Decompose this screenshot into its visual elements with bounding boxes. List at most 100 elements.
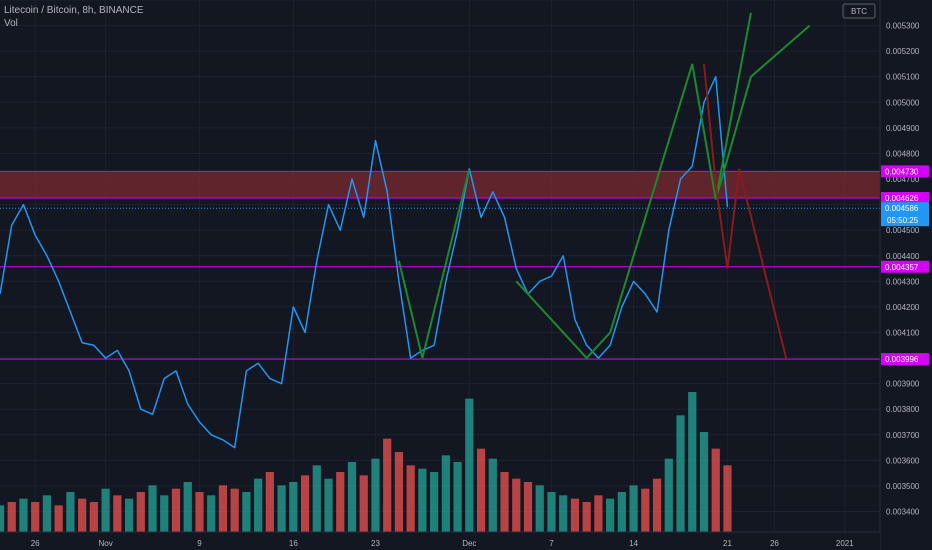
volume-bar	[124, 498, 134, 532]
symbol-title[interactable]: Litecoin / Bitcoin, 8h, BINANCE	[4, 5, 144, 16]
price-tick-label: 0.004700	[886, 175, 920, 184]
volume-bar	[512, 478, 521, 532]
time-tick-label: Nov	[98, 539, 112, 548]
price-tick-label: 0.004300	[886, 277, 920, 286]
time-axis-background	[0, 532, 880, 550]
volume-bar	[676, 415, 685, 532]
volume-bar	[383, 438, 392, 532]
volume-bar	[371, 458, 380, 532]
volume-bar	[336, 472, 345, 532]
volume-bar	[183, 482, 192, 532]
time-tick-label: 7	[549, 539, 554, 548]
price-tick-label: 0.005000	[886, 98, 920, 107]
volume-bar	[453, 462, 462, 532]
pattern-down-line	[738, 168, 788, 359]
time-tick-label: 21	[723, 539, 732, 548]
price-tick-label: 0.003800	[886, 405, 920, 414]
volume-bar	[312, 465, 321, 532]
price-line	[0, 75, 729, 449]
volume-bar	[606, 498, 615, 532]
time-tick-label: 2021	[836, 539, 854, 548]
bar-countdown-label: 05:50:25	[887, 216, 919, 225]
pattern-drawings	[397, 12, 811, 360]
volume-bar	[629, 485, 638, 532]
volume-bar	[54, 505, 63, 532]
level-badge	[881, 260, 929, 273]
volume-bar	[19, 498, 28, 532]
price-tick-label: 0.004800	[886, 149, 920, 158]
volume-bar	[0, 505, 5, 532]
volume-bar	[89, 502, 98, 532]
volume-bar	[406, 465, 415, 532]
volume-bar	[347, 462, 357, 532]
price-tick-label: 0.003900	[886, 380, 920, 389]
price-tick-label: 0.004500	[886, 226, 920, 235]
volume-bar	[101, 488, 110, 532]
grid-lines	[0, 0, 880, 532]
chart-legend: Litecoin / Bitcoin, 8h, BINANCE Vol	[4, 4, 144, 30]
volume-bar	[430, 472, 439, 532]
level-badge	[881, 191, 929, 204]
volume-bar	[547, 492, 556, 532]
volume-bar	[242, 492, 251, 532]
level-lines	[0, 170, 880, 360]
volume-bar	[559, 495, 568, 532]
level-badge-label: 0.003996	[885, 355, 919, 364]
time-tick-label: Dec	[462, 539, 476, 548]
volume-bar	[523, 482, 533, 532]
volume-bar	[160, 495, 169, 532]
time-tick-label: 9	[197, 539, 202, 548]
price-tick-label: 0.004100	[886, 329, 920, 338]
volume-bar	[289, 482, 298, 532]
volume-bar	[66, 492, 75, 532]
volume-label[interactable]: Vol	[4, 18, 18, 29]
volume-bar	[723, 465, 732, 532]
price-tick-label: 0.004400	[886, 252, 920, 261]
time-tick-label: 23	[371, 539, 380, 548]
level-badge-label: 0.004357	[885, 263, 919, 272]
volume-bar	[136, 492, 145, 532]
volume-bar	[664, 458, 673, 532]
volume-bar	[641, 488, 650, 532]
volume-bar	[476, 448, 486, 532]
volume-bar	[394, 452, 404, 532]
price-tick-label: 0.004900	[886, 124, 920, 133]
time-axis-labels: 26 Nov 9 16 23 Dec 7 14 21 26 2021	[31, 539, 855, 548]
volume-bar	[582, 502, 591, 532]
volume-bar	[465, 398, 474, 532]
volume-bars	[0, 392, 732, 532]
pattern-up-line	[714, 24, 811, 200]
last-price-label: 0.004586	[885, 204, 919, 213]
volume-bar	[594, 495, 603, 532]
level-badge-label: 0.004730	[885, 167, 919, 176]
volume-bar	[324, 478, 333, 532]
level-badge-label: 0.004626	[885, 194, 919, 203]
volume-bar	[441, 455, 450, 532]
pattern-up-line	[397, 168, 471, 359]
price-tick-label: 0.003600	[886, 456, 920, 465]
volume-bar	[113, 495, 122, 532]
volume-bar	[300, 475, 310, 532]
volume-bar	[195, 492, 204, 532]
volume-bar	[418, 468, 427, 532]
last-price-badge	[881, 202, 929, 227]
volume-bar	[7, 502, 16, 532]
volume-bar	[254, 478, 263, 532]
currency-badge	[842, 3, 876, 19]
volume-bar	[171, 488, 181, 532]
price-tick-label: 0.005300	[886, 22, 920, 31]
level-badge	[881, 165, 929, 178]
price-tick-label: 0.004200	[886, 303, 920, 312]
volume-bar	[652, 478, 662, 532]
time-tick-label: 16	[289, 539, 298, 548]
volume-bar	[617, 492, 626, 532]
pattern-down-line	[703, 63, 741, 269]
level-badge	[881, 353, 929, 366]
volume-bar	[711, 448, 720, 532]
volume-bar	[78, 498, 87, 532]
price-tick-label: 0.005100	[886, 73, 920, 82]
price-tick-label: 0.003400	[886, 508, 920, 517]
volume-bar	[359, 475, 368, 532]
